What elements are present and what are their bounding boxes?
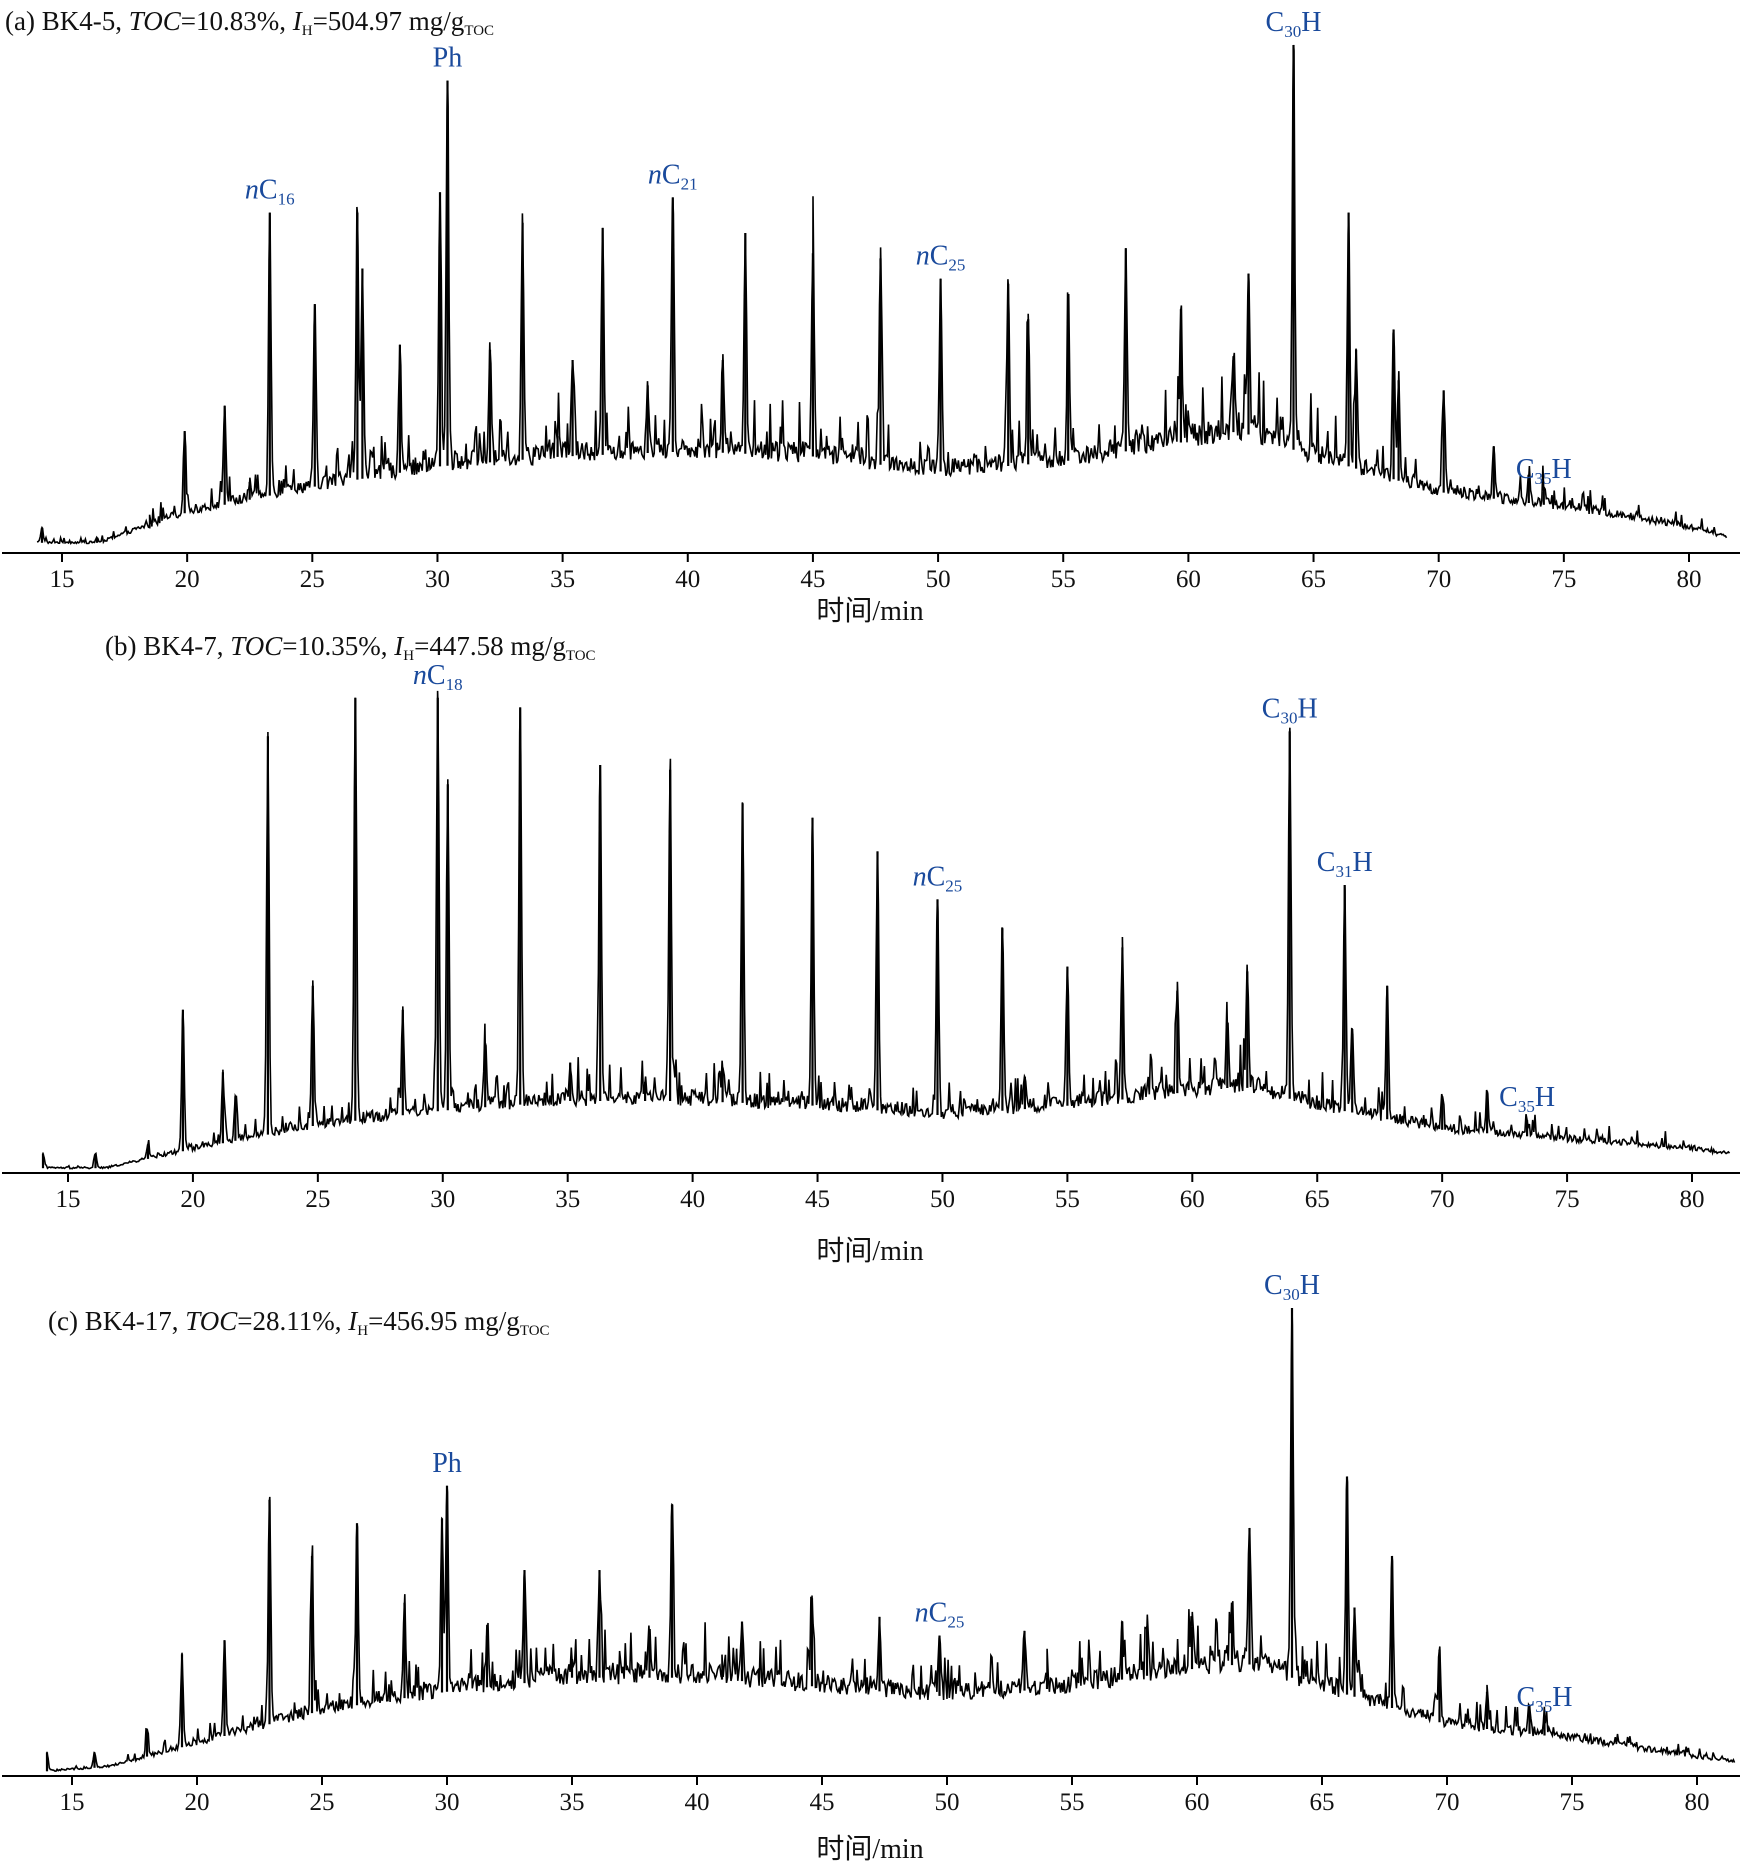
x-tick-label-a-20: 20	[175, 566, 200, 593]
peak-annotation-a-5: C35H	[1516, 454, 1572, 488]
peak-annotation-a-1: Ph	[433, 43, 463, 74]
x-tick-label-c-45: 45	[810, 1789, 835, 1816]
panel-title-b: (b) BK4-7, TOC=10.35%, IH=447.58 mg/gTOC	[105, 631, 596, 664]
peak-annotation-b-1: nC25	[913, 861, 963, 895]
x-tick-label-b-40: 40	[680, 1186, 705, 1213]
x-tick-label-c-20: 20	[185, 1789, 210, 1816]
x-tick-label-a-65: 65	[1301, 566, 1326, 593]
peak-annotation-a-4: C30H	[1266, 7, 1322, 41]
x-tick-label-b-50: 50	[930, 1186, 955, 1213]
x-tick-label-c-65: 65	[1310, 1789, 1335, 1816]
peak-annotation-b-3: C31H	[1317, 847, 1373, 881]
x-tick-label-b-55: 55	[1055, 1186, 1080, 1213]
x-tick-label-b-65: 65	[1305, 1186, 1330, 1213]
x-tick-label-a-55: 55	[1051, 566, 1076, 593]
x-tick-label-c-25: 25	[310, 1789, 335, 1816]
peak-annotation-a-2: nC21	[648, 159, 698, 193]
panel-title-c: (c) BK4-17, TOC=28.11%, IH=456.95 mg/gTO…	[48, 1306, 550, 1339]
x-tick-label-c-35: 35	[560, 1789, 585, 1816]
x-tick-label-a-60: 60	[1176, 566, 1201, 593]
x-tick-label-a-25: 25	[300, 566, 325, 593]
x-axis-label-b: 时间/min	[816, 1235, 923, 1267]
x-tick-label-a-70: 70	[1426, 566, 1451, 593]
x-tick-label-a-50: 50	[926, 566, 951, 593]
x-tick-label-a-45: 45	[800, 566, 825, 593]
x-tick-label-c-40: 40	[685, 1789, 710, 1816]
x-tick-label-b-30: 30	[430, 1186, 455, 1213]
panel-title-a: (a) BK4-5, TOC=10.83%, IH=504.97 mg/gTOC	[5, 6, 494, 39]
x-tick-label-a-75: 75	[1551, 566, 1576, 593]
x-tick-label-b-35: 35	[555, 1186, 580, 1213]
x-tick-label-b-45: 45	[805, 1186, 830, 1213]
x-tick-label-a-40: 40	[675, 566, 700, 593]
chromatogram-trace-b	[42, 690, 1731, 1170]
x-tick-label-c-50: 50	[935, 1789, 960, 1816]
x-tick-label-b-25: 25	[305, 1186, 330, 1213]
x-tick-label-c-75: 75	[1560, 1789, 1585, 1816]
x-tick-label-b-70: 70	[1430, 1186, 1455, 1213]
peak-annotation-a-0: nC16	[245, 175, 295, 209]
x-tick-label-b-20: 20	[180, 1186, 205, 1213]
peak-annotation-b-4: C35H	[1499, 1082, 1555, 1116]
peak-annotation-c-1: nC25	[915, 1598, 965, 1632]
x-tick-label-b-60: 60	[1180, 1186, 1205, 1213]
peak-annotation-b-0: nC18	[413, 660, 463, 694]
x-tick-label-c-15: 15	[60, 1789, 85, 1816]
x-axis-label-a: 时间/min	[816, 595, 923, 627]
peak-annotation-c-2: C30H	[1264, 1270, 1320, 1304]
peak-annotation-c-3: C35H	[1517, 1682, 1573, 1716]
panel-a: 15 20 25 30 35 40 45 50 55 60 65 70 75 80 时间/min (a) BK…	[2, 6, 1740, 627]
chromatogram-trace-c	[46, 1307, 1736, 1773]
x-tick-label-a-35: 35	[550, 566, 575, 593]
x-tick-label-c-80: 80	[1685, 1789, 1710, 1816]
panel-c: 15 20 25 30 35 40 45 50 55 60 65 70 75 80 时间/min (c) BK…	[2, 1270, 1740, 1862]
peak-annotation-b-2: C30H	[1262, 693, 1318, 727]
x-tick-label-c-55: 55	[1060, 1789, 1085, 1816]
x-axis-label-c: 时间/min	[816, 1833, 923, 1862]
chromatogram-trace-a	[36, 44, 1728, 545]
peak-annotation-c-0: Ph	[432, 1448, 462, 1479]
peak-annotation-a-3: nC25	[916, 241, 966, 275]
x-tick-label-a-15: 15	[50, 566, 75, 593]
x-tick-label-b-15: 15	[56, 1186, 81, 1213]
x-tick-label-c-30: 30	[435, 1789, 460, 1816]
x-tick-label-b-80: 80	[1680, 1186, 1705, 1213]
panel-b: 15 20 25 30 35 40 45 50 55 60 65 70 75 80 时间/min (b) BK…	[2, 631, 1740, 1267]
x-tick-label-c-70: 70	[1435, 1789, 1460, 1816]
x-tick-label-a-80: 80	[1677, 566, 1702, 593]
x-tick-label-b-75: 75	[1555, 1186, 1580, 1213]
x-tick-label-a-30: 30	[425, 566, 450, 593]
x-tick-label-c-60: 60	[1185, 1789, 1210, 1816]
